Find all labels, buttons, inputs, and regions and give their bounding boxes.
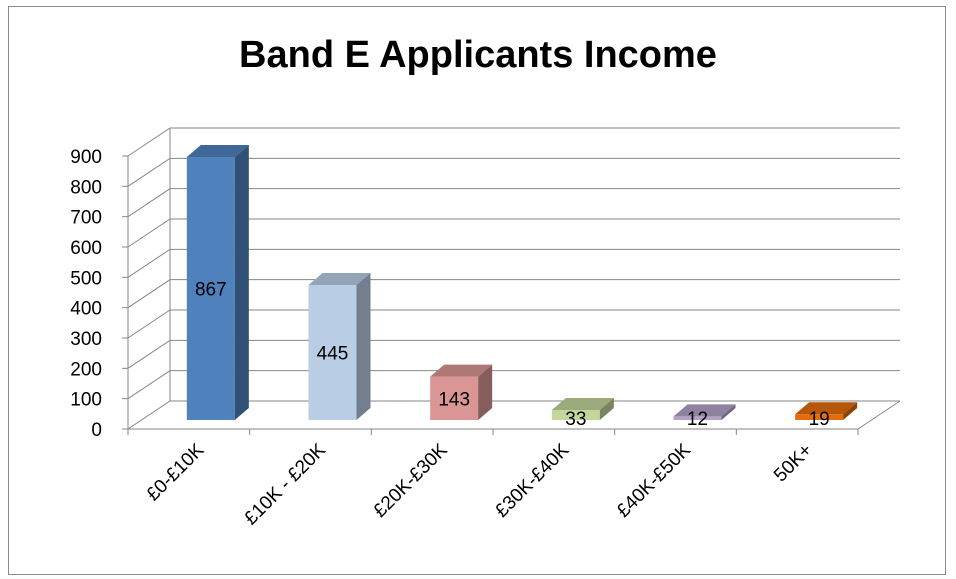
gridline [127, 309, 900, 339]
y-tick-label: 0 [91, 420, 102, 441]
bar-front [673, 416, 722, 420]
bar-2: 445 [308, 273, 371, 420]
bar-top [308, 273, 371, 286]
bar-side [599, 397, 614, 420]
chart-title: Band E Applicants Income [239, 34, 717, 76]
bar-side [721, 404, 736, 420]
bar-3: 143 [430, 364, 493, 420]
y-tick-label: 800 [70, 177, 102, 198]
bar-side [356, 273, 371, 420]
chart-frame [8, 6, 946, 575]
gridline [127, 157, 900, 187]
gridline [127, 400, 900, 430]
bar-front [186, 157, 235, 420]
bar-top [673, 404, 736, 417]
bar-5: 12 [673, 404, 736, 430]
gridline [127, 370, 900, 400]
data-label: 33 [565, 409, 586, 430]
y-tick-label: 600 [70, 238, 102, 259]
y-tick-label: 700 [70, 208, 102, 229]
y-tick-label: 900 [70, 147, 102, 168]
data-label: 445 [317, 344, 349, 365]
bar-front [308, 285, 357, 420]
bar-front [795, 414, 844, 420]
y-tick-label: 300 [70, 329, 102, 350]
floor-right-edge [857, 400, 901, 430]
bar-4: 33 [551, 397, 614, 430]
data-label: 19 [809, 409, 830, 430]
gridline [127, 339, 900, 369]
data-label: 143 [438, 389, 470, 410]
data-label: 867 [195, 280, 227, 301]
bar-6: 19 [795, 402, 858, 430]
x-tick-label: £20K-£30K [370, 439, 452, 521]
bar-top [551, 397, 614, 410]
bar-side [478, 364, 493, 420]
gridline [127, 127, 900, 157]
x-tick-label: £40K-£50K [613, 439, 695, 521]
bar-top [430, 364, 493, 377]
bar-front [551, 409, 600, 420]
bar-top [186, 145, 249, 158]
y-tick-label: 200 [70, 359, 102, 380]
bar-side [843, 402, 858, 420]
gridline [127, 218, 900, 248]
gridline [127, 279, 900, 309]
bar-side [234, 145, 249, 420]
data-label: 12 [687, 409, 708, 430]
x-tick-label: £10K - £20K [240, 439, 330, 529]
y-tick-label: 500 [70, 268, 102, 289]
y-tick-label: 400 [70, 299, 102, 320]
gridline [127, 248, 900, 278]
x-tick-label: £0-£10K [143, 439, 209, 505]
gridline [127, 188, 900, 218]
bar-top [795, 402, 858, 415]
y-tick-label: 100 [70, 390, 102, 411]
bar-front [430, 376, 479, 420]
bar-1: 867 [186, 145, 249, 420]
x-tick-label: 50K+ [770, 440, 817, 487]
x-tick-label: £30K-£40K [491, 439, 573, 521]
